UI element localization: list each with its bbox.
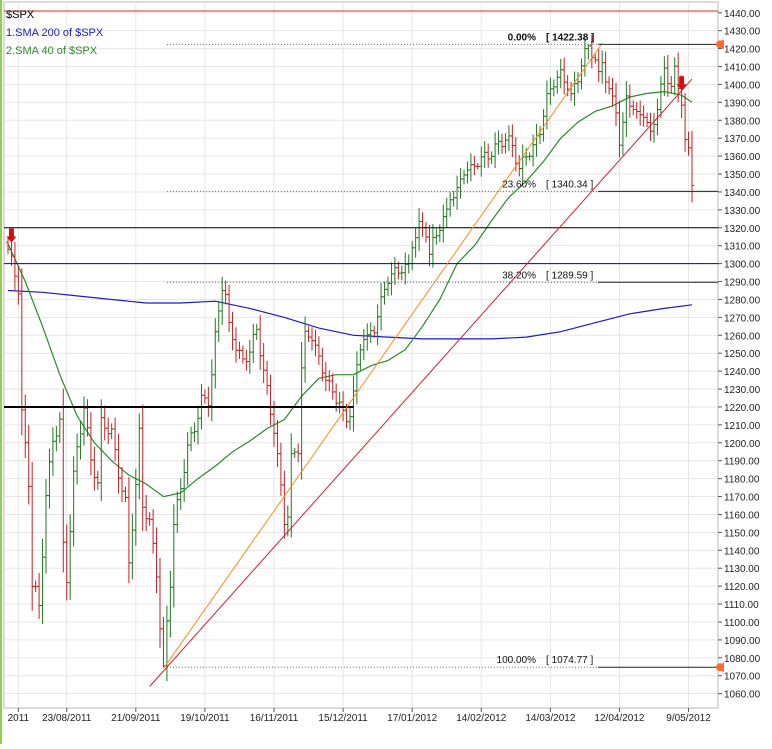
fib-value-label: [ 1340.34 ] xyxy=(546,179,593,190)
fib-level-dot xyxy=(716,663,724,672)
y-tick-label: 1140.00 xyxy=(724,546,760,557)
x-tick-label: 21/09/2011 xyxy=(111,713,161,724)
y-tick-label: 1110.00 xyxy=(724,600,759,611)
down-arrow-shaft xyxy=(8,228,14,237)
x-tick-label: 14/02/2012 xyxy=(456,713,506,724)
y-tick-label: 1120.00 xyxy=(724,582,760,593)
fib-value-label: [ 1074.77 ] xyxy=(546,655,593,666)
fib-value-label: [ 1289.59 ] xyxy=(546,270,593,281)
fib-ratio-label: 38.20% xyxy=(502,270,536,281)
y-tick-label: 1360.00 xyxy=(724,152,761,163)
x-tick-label: 2011 xyxy=(8,713,30,724)
fib-ratio-label: 23.60% xyxy=(502,179,536,190)
sma-40-line xyxy=(7,90,693,498)
x-tick-label: 9/05/2012 xyxy=(666,713,711,724)
y-tick-label: 1240.00 xyxy=(724,367,761,378)
legend-item-spx: $SPX xyxy=(6,9,35,21)
y-tick-label: 1180.00 xyxy=(724,475,760,486)
y-tick-label: 1330.00 xyxy=(724,206,761,217)
y-tick-label: 1210.00 xyxy=(724,421,761,432)
x-tick-label: 12/04/2012 xyxy=(594,713,644,724)
y-tick-label: 1340.00 xyxy=(724,188,761,199)
signal-arrows xyxy=(6,76,687,243)
y-tick-label: 1130.00 xyxy=(724,564,760,575)
y-tick-label: 1250.00 xyxy=(724,349,761,360)
down-arrow-shaft xyxy=(679,76,685,85)
y-tick-label: 1380.00 xyxy=(724,116,761,127)
trend-line xyxy=(149,78,693,687)
fib-level-dot xyxy=(716,40,724,49)
y-tick-label: 1320.00 xyxy=(724,224,761,235)
trend-lines xyxy=(149,42,693,687)
trend-line xyxy=(163,42,603,669)
x-tick-label: 17/01/2012 xyxy=(387,713,437,724)
y-tick-label: 1280.00 xyxy=(724,295,761,306)
fib-ratio-label: 100.00% xyxy=(497,655,537,666)
y-tick-label: 1070.00 xyxy=(724,672,761,683)
legend-item-sma200: 1.SMA 200 of $SPX xyxy=(6,27,104,39)
legend-item-sma40: 2.SMA 40 of $SPX xyxy=(6,45,98,57)
y-tick-label: 1150.00 xyxy=(724,528,760,539)
x-tick-label: 16/11/2011 xyxy=(250,713,299,724)
y-tick-label: 1300.00 xyxy=(724,260,761,271)
y-tick-label: 1350.00 xyxy=(724,170,761,181)
y-tick-label: 1060.00 xyxy=(724,690,761,701)
y-tick-label: 1220.00 xyxy=(724,403,761,414)
plot-area xyxy=(3,1,719,709)
y-tick-label: 1260.00 xyxy=(724,331,761,342)
x-axis: 2011 23/08/2011 21/09/2011 19/10/2011 16/11/… xyxy=(8,708,711,724)
sma-200-layer xyxy=(7,289,693,340)
down-arrow-head xyxy=(676,84,687,91)
y-tick-label: 1270.00 xyxy=(724,313,761,324)
y-tick-label: 1160.00 xyxy=(724,510,760,521)
y-tick-label: 1310.00 xyxy=(724,242,761,253)
y-tick-label: 1390.00 xyxy=(724,98,761,109)
y-tick-label: 1080.00 xyxy=(724,654,761,665)
sma-200-line xyxy=(7,289,693,340)
y-axis: 1060.00 1070.00 1080.00 1090.00 1100.00 1110.… xyxy=(718,9,761,701)
x-tick-label: 19/10/2011 xyxy=(180,713,230,724)
y-tick-label: 1090.00 xyxy=(724,636,761,647)
y-tick-label: 1410.00 xyxy=(724,63,761,74)
y-tick-label: 1100.00 xyxy=(724,618,760,629)
legend: $SPX 1.SMA 200 of $SPX 2.SMA 40 of $SPX xyxy=(6,9,104,57)
y-tick-label: 1400.00 xyxy=(724,80,761,91)
fibonacci-levels: 0.00% [ 1422.38 ] 23.60% [ 1340.34 ] 38.20% [… xyxy=(166,32,724,673)
y-tick-label: 1440.00 xyxy=(724,9,761,20)
y-tick-label: 1170.00 xyxy=(724,493,760,504)
x-tick-label: 15/12/2011 xyxy=(318,713,368,724)
y-tick-label: 1190.00 xyxy=(724,457,760,468)
fib-ratio-label: 0.00% xyxy=(508,32,536,43)
y-tick-label: 1430.00 xyxy=(724,27,761,38)
price-bars xyxy=(6,35,694,682)
y-tick-label: 1200.00 xyxy=(724,439,761,450)
fib-value-label: [ 1422.38 ] xyxy=(546,32,594,43)
y-tick-label: 1290.00 xyxy=(724,278,761,289)
y-tick-label: 1230.00 xyxy=(724,385,761,396)
x-tick-label: 23/08/2011 xyxy=(42,713,92,724)
x-tick-label: 14/03/2012 xyxy=(525,713,575,724)
down-arrow-head xyxy=(6,236,17,243)
y-tick-label: 1420.00 xyxy=(724,45,761,56)
sma-40-layer xyxy=(7,90,693,498)
horizontal-lines xyxy=(4,10,718,408)
y-tick-label: 1370.00 xyxy=(724,134,761,145)
